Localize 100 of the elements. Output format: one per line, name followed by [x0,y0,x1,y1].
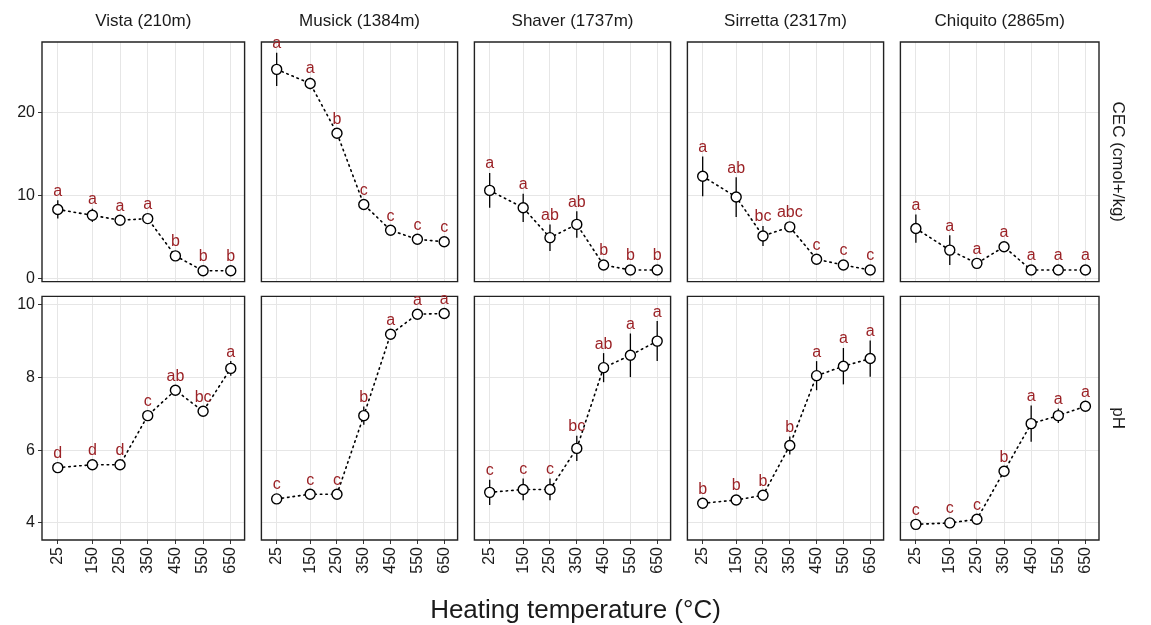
annotation: c [306,470,315,488]
x-tick-label: 250 [753,546,771,574]
annotation: ab [166,366,185,384]
annotation: b [785,417,795,435]
x-tick-label: 350 [994,546,1012,574]
y-tick-label: 4 [26,513,36,531]
x-axis-title: Heating temperature (°C) [429,594,722,625]
annotation: c [440,218,449,236]
annotation: a [305,59,315,77]
annotation: d [53,444,63,462]
annotation: c [143,392,152,410]
y-tick-label: 0 [26,268,36,286]
annotation: a [1053,246,1063,264]
x-tick-label: 250 [967,546,985,574]
annotation: c [545,459,554,477]
y-tick-label: 10 [17,185,36,203]
annotation: b [625,246,635,264]
x-tick-label: 650 [860,546,878,574]
x-tick-label: 450 [807,546,824,574]
annotation: bc [568,417,586,435]
annotation: c [866,246,875,264]
x-tick-label: 450 [381,546,398,574]
annotation: a [115,196,125,214]
annotation: b [198,247,208,265]
x-tick-label: 650 [647,546,665,574]
annotation: c [945,499,954,517]
annotation: a [386,310,396,328]
annotation: b [731,476,741,494]
x-tick-label: 650 [434,546,452,574]
x-tick-label: 350 [780,546,798,574]
annotation: c [386,206,395,224]
x-tick-label: 550 [193,546,211,574]
x-tick-label: 250 [110,546,128,574]
annotation: b [999,447,1009,465]
chart-title: Vista (210m) [95,11,192,30]
annotation: a [698,137,708,155]
annotation: b [170,232,180,250]
annotation: a [838,329,848,347]
annotation: a [226,342,236,360]
x-tick-label: 450 [594,546,611,574]
annotation: a [865,321,875,339]
annotation: c [359,180,368,198]
annotation: d [115,441,125,459]
y-tick-label: 6 [26,440,36,458]
x-tick-label: 550 [620,546,638,574]
annotation: abc [776,203,803,221]
annotation: b [652,246,662,264]
y-axis-title: pH [1108,407,1128,430]
annotation: a [1053,389,1063,407]
x-tick-label: 450 [1021,546,1039,574]
annotation: a [972,239,982,257]
annotation: a [1080,246,1090,264]
annotation: d [87,441,97,459]
y-tick-label: 8 [26,367,36,385]
x-tick-label: 350 [567,546,585,574]
x-tick-label: 350 [138,546,156,574]
annotation: a [1026,386,1036,404]
annotation: b [599,241,609,259]
x-tick-label: 550 [833,546,851,574]
annotation: a [518,175,528,193]
annotation: bc [194,387,212,405]
annotation: a [999,223,1009,241]
annotation: b [758,471,768,489]
x-tick-label: 250 [540,546,558,574]
y-tick-label: 10 [17,295,36,313]
y-tick-label: 20 [17,102,36,120]
annotation: c [485,461,494,479]
x-tick-label: 550 [407,546,425,574]
annotation: a [1026,246,1036,264]
x-tick-label: 25 [906,546,924,565]
annotation: ab [727,158,746,176]
x-tick-label: 350 [354,546,372,574]
annotation: c [332,470,341,488]
chart-title: Musick (1384m) [299,11,420,30]
annotation: c [413,215,422,233]
x-tick-label: 150 [726,546,744,574]
annotation: ab [594,334,613,352]
x-tick-label: 150 [513,546,531,574]
x-tick-label: 25 [48,546,66,565]
annotation: c [519,459,528,477]
annotation: c [839,241,848,259]
chart-title: Chiquito (2865m) [934,11,1065,30]
annotation: a [652,302,662,320]
chart-title: Sirretta (2317m) [724,11,847,30]
annotation: a [485,154,495,172]
annotation: c [972,495,981,513]
annotation: bc [754,207,772,225]
chart-title: Shaver (1737m) [511,11,634,30]
x-tick-label: 150 [300,546,318,574]
x-tick-label: 250 [327,546,345,574]
annotation: c [911,500,920,518]
annotation: c [272,475,281,493]
x-tick-label: 25 [480,546,498,565]
x-tick-label: 650 [221,546,239,574]
x-tick-label: 650 [1075,546,1093,574]
annotation: a [625,314,635,332]
x-tick-label: 25 [267,546,285,565]
y-axis-title: CEC (cmol+/kg) [1108,101,1128,223]
x-tick-label: 150 [82,546,100,574]
annotation: a [945,216,955,234]
